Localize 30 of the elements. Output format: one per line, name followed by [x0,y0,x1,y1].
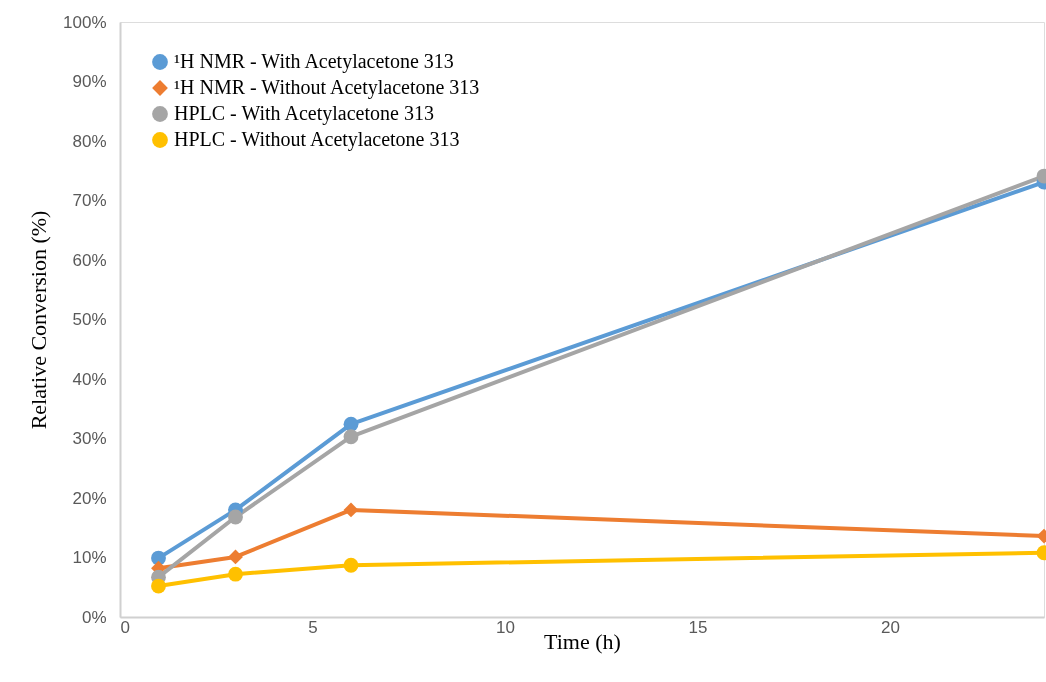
point [228,566,243,582]
y-tick-label: 0% [81,607,107,627]
x-axis-title: Time (h) [544,628,621,654]
y-tick-label: 90% [72,72,107,91]
x-tick-label: 15 [688,617,708,637]
legend-label: HPLC - Without Acetylacetone 313 [174,128,460,151]
legend-label: HPLC - With Acetylacetone 313 [174,102,434,125]
y-axis-title: Relative Conversion (%) [26,210,52,430]
point [343,416,359,432]
point [343,502,359,518]
y-tick-label: 30% [72,429,107,448]
y-tick-label: 60% [72,250,107,270]
point [343,429,359,445]
legend-label: ¹H NMR - With Acetylacetone 313 [174,50,454,73]
y-tick-label: 80% [72,131,107,151]
point [151,578,166,594]
y-tick-label: 100% [63,12,107,32]
x-tick-label: 20 [881,617,900,637]
y-tick-label: 50% [72,310,107,329]
legend-label: ¹H NMR - Without Acetylacetone 313 [174,76,480,99]
y-tick-label: 70% [72,191,107,210]
y-tick-label: 20% [72,488,107,508]
point [343,557,359,573]
point [228,509,243,525]
x-tick-label: 5 [308,617,318,637]
x-tick-label: 10 [496,617,515,637]
y-tick-label: 10% [72,548,107,567]
x-tick-label: 0 [120,617,130,637]
y-tick-label: 40% [72,369,107,389]
point [228,549,243,565]
